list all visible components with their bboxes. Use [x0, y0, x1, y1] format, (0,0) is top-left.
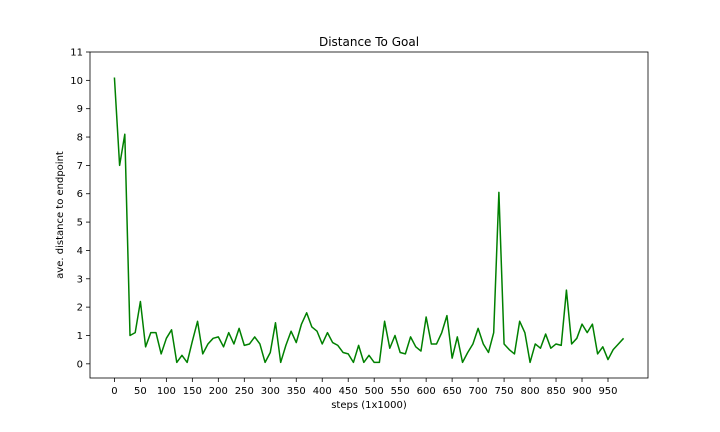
- x-tick-label: 900: [572, 386, 591, 397]
- x-tick-label: 750: [495, 386, 514, 397]
- y-tick-label: 8: [77, 133, 83, 144]
- chart-title: Distance To Goal: [319, 35, 419, 49]
- x-tick-label: 800: [521, 386, 540, 397]
- y-tick-label: 5: [77, 218, 83, 229]
- y-tick-label: 7: [77, 161, 83, 172]
- y-tick-label: 9: [77, 104, 83, 115]
- y-axis-label: ave. distance to endpoint: [55, 151, 66, 279]
- series-line: [113, 77, 625, 364]
- x-tick-label: 150: [183, 386, 202, 397]
- x-tick-label: 600: [417, 386, 436, 397]
- x-tick-label: 550: [391, 386, 410, 397]
- y-tick-label: 1: [77, 331, 83, 342]
- y-tick-label: 4: [77, 246, 83, 257]
- y-tick-label: 6: [77, 189, 83, 200]
- y-tick-label: 3: [77, 274, 83, 285]
- x-tick-label: 400: [313, 386, 332, 397]
- y-tick-label: 10: [70, 76, 83, 87]
- y-tick-label: 2: [77, 303, 83, 314]
- y-tick-label: 11: [70, 48, 83, 59]
- x-tick-label: 250: [235, 386, 254, 397]
- x-tick-label: 100: [157, 386, 176, 397]
- plot-frame: [89, 51, 649, 379]
- x-tick-label: 950: [598, 386, 617, 397]
- x-tick-label: 850: [546, 386, 565, 397]
- x-tick-label: 500: [365, 386, 384, 397]
- y-axis: 0 1 2 3 4 5 6 7 8 9 10 11: [70, 48, 90, 370]
- x-axis-label: steps (1x1000): [331, 400, 407, 411]
- x-axis: 0 50 100 150 200 250 300 350 400 450 500 550 600 650 7…: [111, 378, 618, 397]
- x-tick-label: 450: [339, 386, 358, 397]
- x-tick-label: 50: [134, 386, 147, 397]
- y-tick-label: 0: [77, 359, 83, 370]
- x-tick-label: 0: [111, 386, 117, 397]
- x-tick-label: 300: [261, 386, 280, 397]
- x-tick-label: 200: [209, 386, 228, 397]
- x-tick-label: 650: [443, 386, 462, 397]
- x-tick-label: 350: [287, 386, 306, 397]
- x-tick-label: 700: [469, 386, 488, 397]
